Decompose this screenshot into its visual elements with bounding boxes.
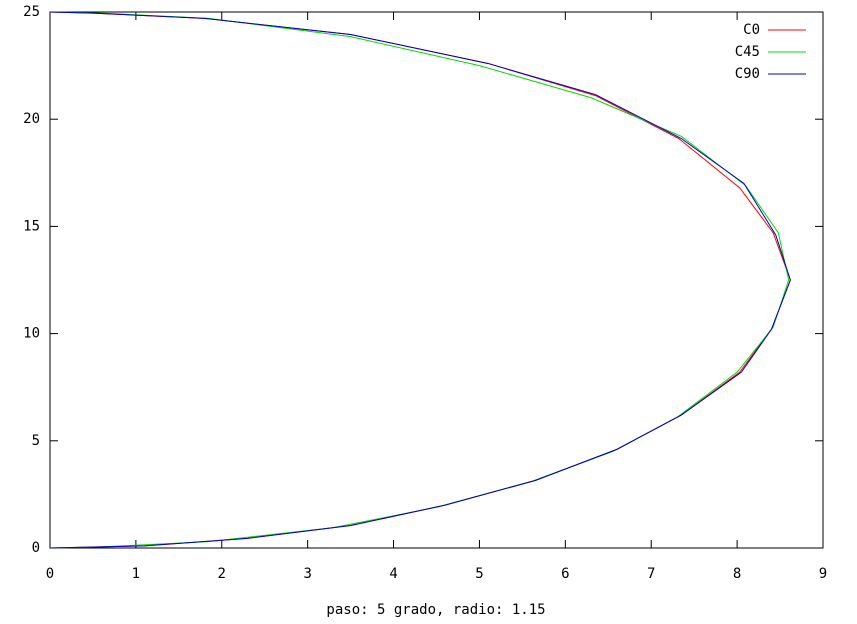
x-tick-label: 2 [218,566,226,582]
x-tick-label: 8 [733,566,741,582]
legend-label: C0 [743,22,760,38]
x-tick-label: 6 [561,566,569,582]
y-tick-label: 20 [23,111,40,127]
y-tick-label: 0 [32,540,40,556]
x-axis-label: paso: 5 grado, radio: 1.15 [326,602,545,618]
x-tick-label: 3 [303,566,311,582]
x-tick-label: 4 [389,566,397,582]
x-tick-label: 0 [46,566,54,582]
plot-frame [49,11,824,549]
x-tick-label: 5 [475,566,483,582]
legend-label: C45 [735,44,760,60]
y-tick-label: 5 [32,433,40,449]
y-tick-label: 15 [23,218,40,234]
y-tick-label: 25 [23,4,40,20]
series-line [49,11,791,549]
legend-label: C90 [735,66,760,82]
series-line [49,11,790,549]
x-tick-label: 7 [647,566,655,582]
x-tick-label: 9 [819,566,827,582]
series-line [49,11,791,549]
x-tick-label: 1 [132,566,140,582]
y-tick-label: 10 [23,326,40,342]
